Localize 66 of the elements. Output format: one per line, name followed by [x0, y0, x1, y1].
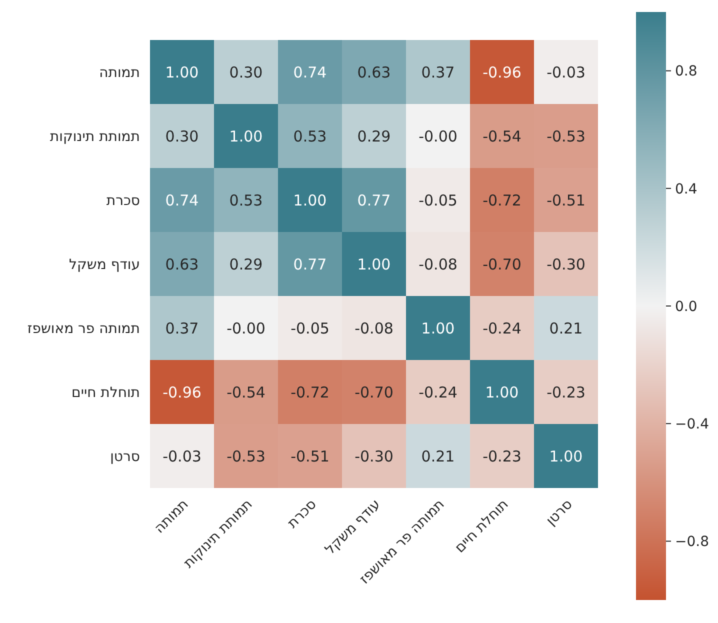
x-tick-label: עודף משקל: [322, 496, 384, 558]
color-bar-label: 0.8: [675, 64, 698, 80]
data-label: -0.53: [546, 127, 586, 146]
data-label: -0.96: [482, 63, 522, 82]
data-label: 0.77: [357, 191, 391, 210]
data-label: -0.51: [290, 447, 330, 466]
data-label: 0.74: [165, 191, 199, 210]
data-label: -0.23: [482, 447, 522, 466]
data-label: -0.54: [482, 127, 522, 146]
data-label: -0.51: [546, 191, 586, 210]
data-label: -0.24: [482, 319, 522, 338]
data-label: 0.21: [549, 319, 583, 338]
data-label: 0.77: [293, 255, 327, 274]
y-tick-label: תמותת תינוקות: [50, 128, 140, 145]
data-label: -0.08: [354, 319, 394, 338]
y-tick-label: סכרת: [106, 192, 140, 209]
data-label: 0.30: [165, 127, 199, 146]
data-label: 0.53: [293, 127, 327, 146]
data-label: -0.30: [354, 447, 394, 466]
data-label: -0.24: [418, 383, 458, 402]
data-label: -0.23: [546, 383, 586, 402]
data-label: 0.29: [229, 255, 263, 274]
y-tick-label: עודף משקל: [69, 256, 140, 273]
data-label: 0.53: [229, 191, 263, 210]
y-tick-label: סרטן: [110, 448, 140, 465]
data-label: 1.00: [357, 255, 391, 274]
data-label: 0.63: [357, 63, 391, 82]
data-label: -0.70: [482, 255, 522, 274]
data-label: -0.72: [290, 383, 330, 402]
data-label: -0.30: [546, 255, 586, 274]
data-label: 0.37: [421, 63, 455, 82]
data-label: 1.00: [421, 319, 455, 338]
data-label: 1.00: [293, 191, 327, 210]
color-bar-label: −0.4: [675, 416, 710, 432]
data-label: -0.96: [162, 383, 202, 402]
data-label: 1.00: [229, 127, 263, 146]
color-bar-label: −0.8: [675, 534, 709, 550]
data-label: 1.00: [165, 63, 199, 82]
x-tick-label: סכרת: [284, 496, 320, 532]
data-label: -0.70: [354, 383, 394, 402]
data-label: -0.53: [226, 447, 266, 466]
data-label: -0.54: [226, 383, 266, 402]
x-tick-label: סרטן: [543, 496, 576, 529]
color-bar-label: 0.0: [675, 298, 698, 315]
x-tick-label: תמותה: [152, 496, 192, 537]
x-tick-label: תוחלת חיים: [452, 496, 512, 556]
data-label: 0.63: [165, 255, 199, 274]
y-tick-label: תוחלת חיים: [72, 384, 140, 401]
data-label: -0.05: [418, 191, 458, 210]
data-label: -0.00: [226, 319, 266, 338]
data-label: -0.00: [418, 127, 458, 146]
data-label: 1.00: [549, 447, 583, 466]
data-label: 0.37: [165, 319, 199, 338]
data-label: 0.74: [293, 63, 327, 82]
data-label: 0.21: [421, 447, 455, 466]
data-label: -0.08: [418, 255, 458, 274]
data-label: -0.03: [162, 447, 202, 466]
data-label: 0.29: [357, 127, 391, 146]
y-tick-label: תמותה: [99, 64, 140, 81]
color-bar-label: 0.4: [675, 181, 698, 198]
data-label: -0.03: [546, 63, 586, 82]
data-label: -0.72: [482, 191, 522, 210]
y-tick-label: תמותה פר מאושפז: [27, 320, 140, 337]
data-label: 1.00: [485, 383, 519, 402]
data-label: -0.05: [290, 319, 330, 338]
data-label: 0.30: [229, 63, 263, 82]
